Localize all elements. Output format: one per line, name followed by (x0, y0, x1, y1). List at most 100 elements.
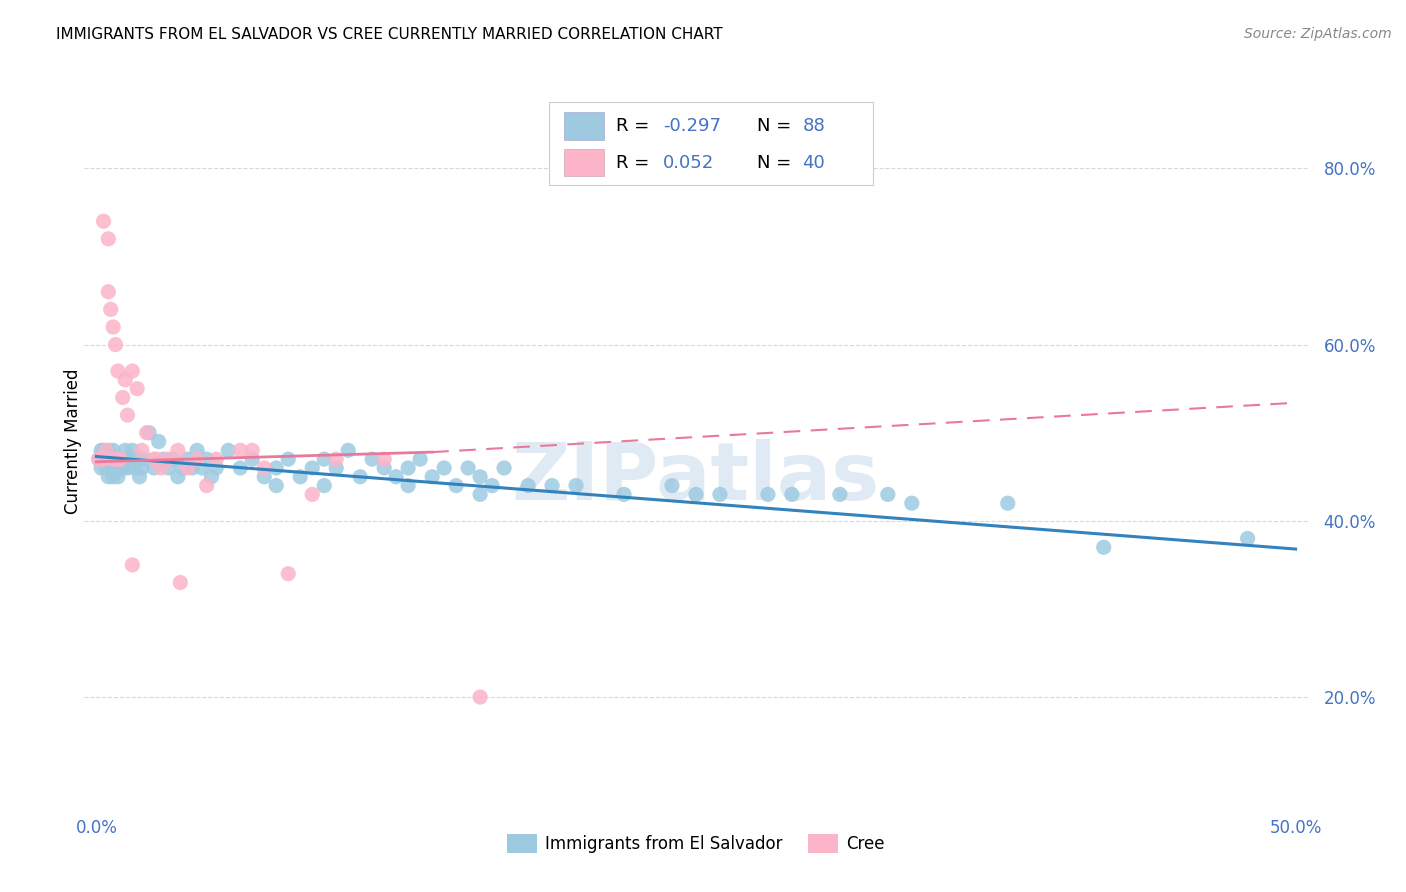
Point (114, 373, 136, 387)
Point (167, 470, 190, 484)
Point (90, 452, 112, 467)
Point (409, 452, 432, 467)
Point (157, 452, 180, 467)
Point (118, 452, 141, 467)
Point (468, 487, 491, 501)
Point (131, 461, 153, 475)
Point (780, 487, 803, 501)
Point (661, 478, 683, 492)
Point (290, 470, 312, 484)
Point (685, 487, 707, 501)
Point (457, 461, 479, 475)
Point (93, 214, 115, 228)
Point (107, 452, 129, 467)
Point (468, 690, 491, 704)
Point (121, 558, 143, 572)
Point (145, 452, 167, 467)
Point (107, 452, 129, 467)
FancyBboxPatch shape (550, 102, 873, 185)
Point (373, 461, 395, 475)
Point (87, 452, 110, 467)
Point (97, 443, 120, 458)
Point (172, 461, 194, 475)
Point (97, 232, 120, 246)
Point (444, 478, 467, 492)
Point (94, 461, 117, 475)
Point (87, 452, 110, 467)
Point (264, 461, 287, 475)
Point (107, 364, 129, 378)
Point (93, 443, 115, 458)
Point (131, 443, 153, 458)
Text: ZIPatlas: ZIPatlas (512, 439, 880, 516)
Point (195, 478, 218, 492)
Point (100, 302, 122, 317)
Text: N =: N = (758, 154, 797, 172)
Point (110, 461, 132, 475)
Point (264, 478, 287, 492)
FancyBboxPatch shape (564, 149, 605, 177)
Point (217, 443, 239, 458)
Point (325, 452, 347, 467)
Point (101, 470, 124, 484)
Point (167, 443, 190, 458)
Point (1092, 541, 1115, 555)
Point (494, 461, 516, 475)
Point (127, 382, 149, 396)
Point (97, 470, 120, 484)
Point (181, 461, 204, 475)
Point (142, 452, 165, 467)
Point (191, 461, 214, 475)
Point (541, 478, 564, 492)
Point (613, 487, 636, 501)
Point (229, 461, 252, 475)
Point (433, 461, 456, 475)
Point (111, 452, 134, 467)
Point (138, 425, 160, 440)
Point (128, 470, 150, 484)
Point (314, 452, 336, 467)
Text: R =: R = (616, 117, 655, 135)
Point (240, 443, 263, 458)
Point (110, 452, 132, 467)
Point (90, 461, 112, 475)
Point (176, 461, 198, 475)
Point (110, 452, 132, 467)
FancyBboxPatch shape (564, 112, 605, 139)
Point (277, 566, 299, 581)
Point (94, 443, 117, 458)
Point (301, 487, 323, 501)
Point (756, 487, 779, 501)
Text: R =: R = (616, 154, 655, 172)
Point (101, 452, 124, 467)
Text: 0.052: 0.052 (664, 154, 714, 172)
Point (127, 452, 149, 467)
Point (468, 470, 491, 484)
Point (176, 452, 198, 467)
Point (396, 461, 419, 475)
Point (205, 461, 228, 475)
Point (876, 487, 898, 501)
Text: N =: N = (758, 117, 797, 135)
Point (200, 470, 222, 484)
Point (253, 470, 276, 484)
Point (195, 452, 218, 467)
Point (325, 461, 347, 475)
Point (186, 452, 208, 467)
Point (100, 452, 122, 467)
Text: 40: 40 (803, 154, 825, 172)
Point (517, 478, 540, 492)
Point (565, 478, 588, 492)
Point (901, 496, 924, 510)
Point (420, 470, 443, 484)
Point (100, 461, 122, 475)
Point (186, 443, 208, 458)
Point (101, 443, 124, 458)
Legend: Immigrants from El Salvador, Cree: Immigrants from El Salvador, Cree (501, 827, 891, 860)
Text: -0.297: -0.297 (664, 117, 721, 135)
Text: IMMIGRANTS FROM EL SALVADOR VS CREE CURRENTLY MARRIED CORRELATION CHART: IMMIGRANTS FROM EL SALVADOR VS CREE CURR… (56, 27, 723, 42)
Point (121, 443, 143, 458)
Point (301, 461, 323, 475)
Point (152, 452, 174, 467)
Point (709, 487, 731, 501)
